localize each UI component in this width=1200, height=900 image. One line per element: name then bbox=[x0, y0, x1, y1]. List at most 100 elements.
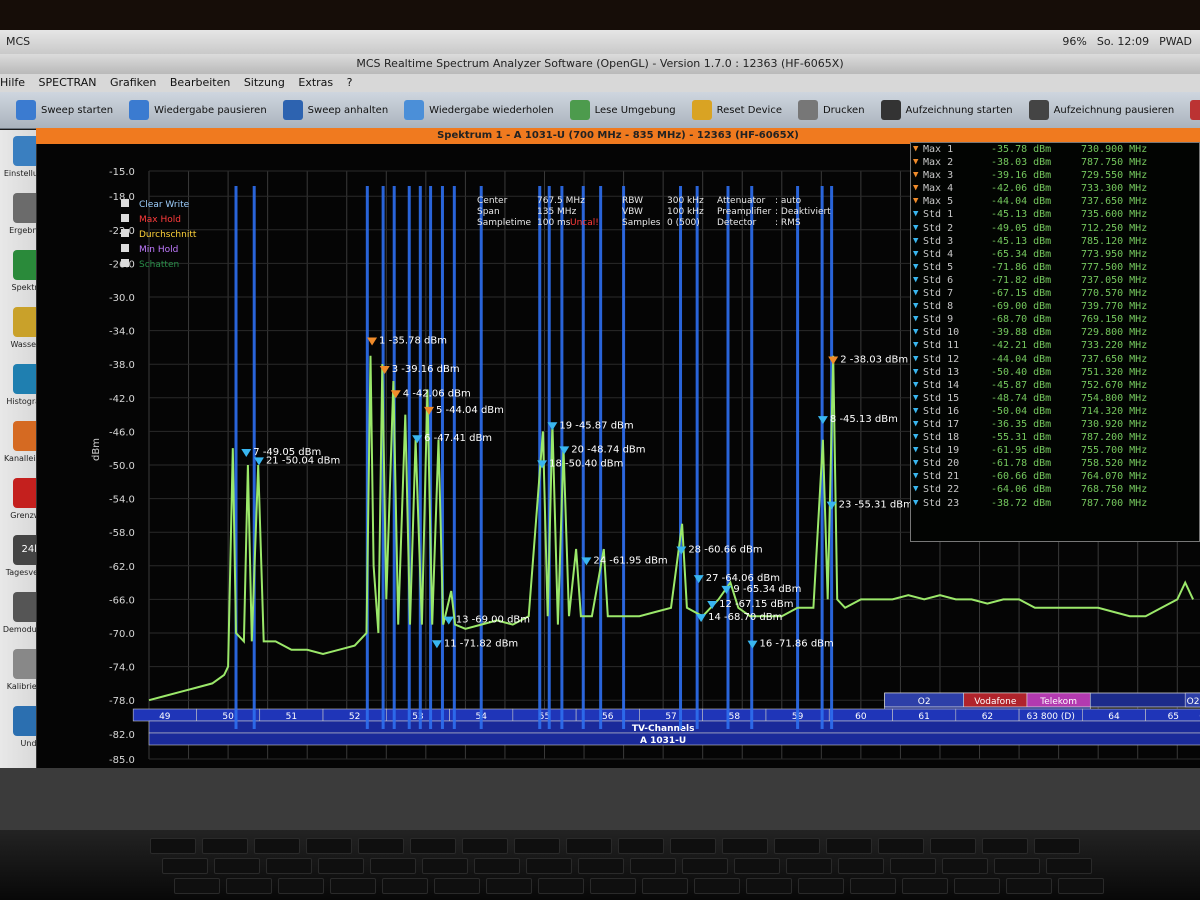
info-value: Detector bbox=[717, 218, 757, 228]
toolbar-button-5[interactable]: Reset Device bbox=[691, 100, 782, 120]
marker-table-row[interactable]: ▼ Std 12 -44.04 dBm 737.650 MHz bbox=[911, 353, 1199, 366]
laptop-keyboard bbox=[0, 830, 1200, 900]
marker-table-row[interactable]: ▼ Max 4 -42.06 dBm 733.300 MHz bbox=[911, 182, 1199, 195]
marker-icon: ▼ bbox=[913, 471, 919, 482]
menu-extras[interactable]: Extras bbox=[298, 76, 334, 89]
toolbar-button-6[interactable]: Drucken bbox=[797, 100, 865, 120]
marker-label: 16 -71.86 dBm bbox=[760, 639, 834, 650]
toolbar-button-label: Wiedergabe pausieren bbox=[154, 104, 267, 116]
keyboard-key bbox=[1046, 858, 1092, 874]
spectrum-title[interactable]: Spektrum 1 - A 1031-U (700 MHz - 835 MHz… bbox=[36, 128, 1200, 144]
marker-name: Std 6 bbox=[923, 274, 954, 286]
marker-level: -45.13 dBm bbox=[991, 235, 1052, 247]
tv-channel-label: 49 bbox=[159, 712, 171, 722]
toolbar-button-0[interactable]: Sweep starten bbox=[16, 100, 113, 120]
marker-table-row[interactable]: ▼ Std 13 -50.40 dBm 751.320 MHz bbox=[911, 366, 1199, 379]
menu-sitzung[interactable]: Sitzung bbox=[243, 76, 285, 89]
marker-icon: ▼ bbox=[913, 170, 919, 181]
window-title: MCS Realtime Spectrum Analyzer Software … bbox=[0, 54, 1200, 74]
marker-table-row[interactable]: ▼ Std 8 -69.00 dBm 739.770 MHz bbox=[911, 300, 1199, 313]
marker-triangle bbox=[817, 416, 828, 425]
marker-table-row[interactable]: ▼ Std 11 -42.21 dBm 733.220 MHz bbox=[911, 339, 1199, 352]
lte-operator-label: Telekom bbox=[1039, 697, 1077, 707]
marker-name: Std 14 bbox=[923, 379, 960, 391]
marker-label: 7 -49.05 dBm bbox=[253, 447, 321, 458]
marker-table-row[interactable]: ▼ Std 7 -67.15 dBm 770.570 MHz bbox=[911, 287, 1199, 300]
info-value: RBW bbox=[622, 196, 643, 206]
marker-table-row[interactable]: ▼ Std 18 -55.31 dBm 787.200 MHz bbox=[911, 431, 1199, 444]
toolbar-button-1[interactable]: Wiedergabe pausieren bbox=[129, 100, 267, 120]
marker-table-row[interactable]: ▼ Std 14 -45.87 dBm 752.670 MHz bbox=[911, 379, 1199, 392]
keyboard-key bbox=[902, 878, 948, 894]
marker-table-row[interactable]: ▼ Max 3 -39.16 dBm 729.550 MHz bbox=[911, 169, 1199, 182]
marker-table-row[interactable]: ▼ Std 20 -61.78 dBm 758.520 MHz bbox=[911, 457, 1199, 470]
marker-table-row[interactable]: ▼ Max 1 -35.78 dBm 730.900 MHz bbox=[911, 143, 1199, 156]
marker-table-row[interactable]: ▼ Std 10 -39.88 dBm 729.800 MHz bbox=[911, 326, 1199, 339]
marker-table-row[interactable]: ▼ Std 17 -36.35 dBm 730.920 MHz bbox=[911, 418, 1199, 431]
y-tick-label: -66.0 bbox=[109, 595, 135, 606]
menu-hilfe[interactable]: Hilfe bbox=[0, 76, 26, 89]
marker-frequency: 754.800 MHz bbox=[1081, 392, 1148, 404]
marker-triangle bbox=[367, 337, 378, 346]
marker-name: Std 1 bbox=[923, 209, 954, 221]
marker-table-row[interactable]: ▼ Std 3 -45.13 dBm 785.120 MHz bbox=[911, 235, 1199, 248]
marker-table-row[interactable]: ▼ Std 2 -49.05 dBm 712.250 MHz bbox=[911, 222, 1199, 235]
keyboard-key bbox=[330, 878, 376, 894]
marker-table-row[interactable]: ▼ Std 22 -64.06 dBm 768.750 MHz bbox=[911, 483, 1199, 496]
legend-checkbox bbox=[121, 244, 129, 252]
toolbar-button-9[interactable]: Aufzeichnung stoppen bbox=[1190, 100, 1200, 120]
toolbar-button-7[interactable]: Aufzeichnung starten bbox=[880, 100, 1013, 120]
marker-table-row[interactable]: ▼ Std 9 -68.70 dBm 769.150 MHz bbox=[911, 313, 1199, 326]
y-tick-label: -82.0 bbox=[109, 730, 135, 741]
marker-icon: ▼ bbox=[913, 353, 919, 364]
marker-name: Std 3 bbox=[923, 235, 954, 247]
marker-table-row[interactable]: ▼ Std 19 -61.95 dBm 755.700 MHz bbox=[911, 444, 1199, 457]
marker-triangle bbox=[747, 640, 758, 649]
marker-triangle bbox=[828, 356, 839, 365]
marker-level: -38.03 dBm bbox=[991, 157, 1052, 169]
keyboard-key bbox=[486, 878, 532, 894]
marker-table-row[interactable]: ▼ Std 4 -65.34 dBm 773.950 MHz bbox=[911, 248, 1199, 261]
menu-spectran[interactable]: SPECTRAN bbox=[38, 76, 97, 89]
info-value: : auto bbox=[775, 196, 802, 206]
marker-table-row[interactable]: ▼ Std 5 -71.86 dBm 777.500 MHz bbox=[911, 261, 1199, 274]
marker-icon: ▼ bbox=[913, 235, 919, 246]
marker-icon: ▼ bbox=[913, 274, 919, 285]
menu-grafiken[interactable]: Grafiken bbox=[109, 76, 157, 89]
keyboard-key bbox=[878, 838, 924, 854]
marker-frequency: 737.650 MHz bbox=[1081, 196, 1148, 208]
menu-bearbeiten[interactable]: Bearbeiten bbox=[169, 76, 231, 89]
marker-table-row[interactable]: ▼ Std 1 -45.13 dBm 735.600 MHz bbox=[911, 208, 1199, 221]
marker-level: -44.04 dBm bbox=[991, 196, 1052, 208]
y-tick-label: -30.0 bbox=[109, 293, 135, 304]
toolbar-button-8[interactable]: Aufzeichnung pausieren bbox=[1028, 100, 1174, 120]
toolbar-button-4[interactable]: Lese Umgebung bbox=[569, 100, 676, 120]
marker-name: Std 22 bbox=[923, 484, 960, 496]
tv-channel-label: 60 bbox=[855, 712, 867, 722]
marker-table-row[interactable]: ▼ Std 6 -71.82 dBm 737.050 MHz bbox=[911, 274, 1199, 287]
marker-icon: ▼ bbox=[913, 248, 919, 259]
menu-help[interactable]: ? bbox=[346, 76, 353, 89]
user-name[interactable]: PWAD bbox=[1159, 35, 1192, 48]
keyboard-key bbox=[994, 858, 1040, 874]
marker-label: 18 -50.40 dBm bbox=[549, 458, 623, 469]
marker-icon: ▼ bbox=[913, 418, 919, 429]
laptop-bezel bbox=[0, 768, 1200, 830]
marker-table-row[interactable]: ▼ Std 15 -48.74 dBm 754.800 MHz bbox=[911, 392, 1199, 405]
marker-table-row[interactable]: ▼ Std 23 -38.72 dBm 787.700 MHz bbox=[911, 497, 1199, 510]
marker-triangle bbox=[379, 365, 390, 374]
marker-name: Std 11 bbox=[923, 340, 960, 352]
marker-table-row[interactable]: ▼ Std 21 -60.66 dBm 764.070 MHz bbox=[911, 470, 1199, 483]
keyboard-key bbox=[954, 878, 1000, 894]
marker-table-row[interactable]: ▼ Max 5 -44.04 dBm 737.650 MHz bbox=[911, 195, 1199, 208]
marker-table-row[interactable]: ▼ Max 2 -38.03 dBm 787.750 MHz bbox=[911, 156, 1199, 169]
toolbar-button-2[interactable]: Sweep anhalten bbox=[282, 100, 388, 120]
battery-status[interactable]: 96% bbox=[1062, 35, 1087, 48]
clock[interactable]: So. 12:09 bbox=[1096, 35, 1150, 48]
info-value: 300 kHz bbox=[667, 196, 704, 206]
marker-table[interactable]: ▼ Max 1 -35.78 dBm 730.900 MHz ▼ Max 2 -38.03 … bbox=[910, 142, 1200, 542]
tv-channel-label: 50 bbox=[222, 712, 234, 722]
marker-frequency: 752.670 MHz bbox=[1081, 379, 1148, 391]
marker-table-row[interactable]: ▼ Std 16 -50.04 dBm 714.320 MHz bbox=[911, 405, 1199, 418]
toolbar-button-3[interactable]: Wiedergabe wiederholen bbox=[404, 100, 554, 120]
